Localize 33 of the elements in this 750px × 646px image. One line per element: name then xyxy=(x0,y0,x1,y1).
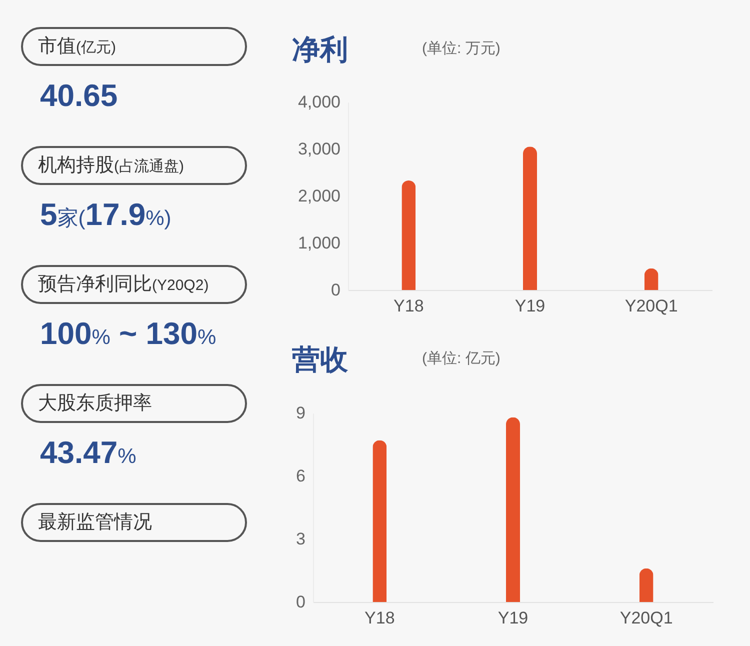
chart-title: 净利 xyxy=(292,34,348,66)
text: 100% ~ 130% xyxy=(40,316,216,351)
bar xyxy=(402,180,416,290)
text: 最新监管情况 xyxy=(38,512,152,533)
y-tick-label: 4,000 xyxy=(298,92,340,112)
x-tick-label: Y19 xyxy=(514,296,546,316)
bar xyxy=(523,146,537,290)
y-tick-label: 1,000 xyxy=(298,234,340,252)
chart-subtitle: (单位: 万元) xyxy=(422,39,500,59)
y-tick-label: 9 xyxy=(296,404,306,422)
x-tick-label: Y18 xyxy=(364,608,395,628)
x-tick-label: Y20Q1 xyxy=(620,608,673,628)
bar xyxy=(639,568,654,602)
x-tick-label: Y19 xyxy=(498,608,528,628)
bar xyxy=(372,440,387,602)
text: 预告净利同比(Y20Q2) xyxy=(38,274,209,295)
y-tick-label: 0 xyxy=(331,280,340,300)
text: 市值(亿元) xyxy=(38,36,116,57)
y-tick-label: 0 xyxy=(296,592,306,612)
text: 机构持股(占流通盘) xyxy=(38,155,184,176)
x-tick-label: Y18 xyxy=(394,296,424,316)
y-tick-label: 2,000 xyxy=(298,186,340,206)
x-tick-label: Y20Q1 xyxy=(624,296,678,316)
text: 43.47% xyxy=(40,435,136,470)
y-tick-label: 6 xyxy=(296,466,306,486)
text: 5家(17.9%) xyxy=(40,197,172,232)
y-tick-label: 3 xyxy=(296,530,306,548)
y-tick-label: 3,000 xyxy=(298,140,340,158)
text: 40.65 xyxy=(40,78,118,113)
text: 大股东质押率 xyxy=(38,393,152,414)
bar xyxy=(506,417,520,602)
chart-title: 营收 xyxy=(292,344,348,376)
chart-subtitle: (单位: 亿元) xyxy=(422,349,500,369)
